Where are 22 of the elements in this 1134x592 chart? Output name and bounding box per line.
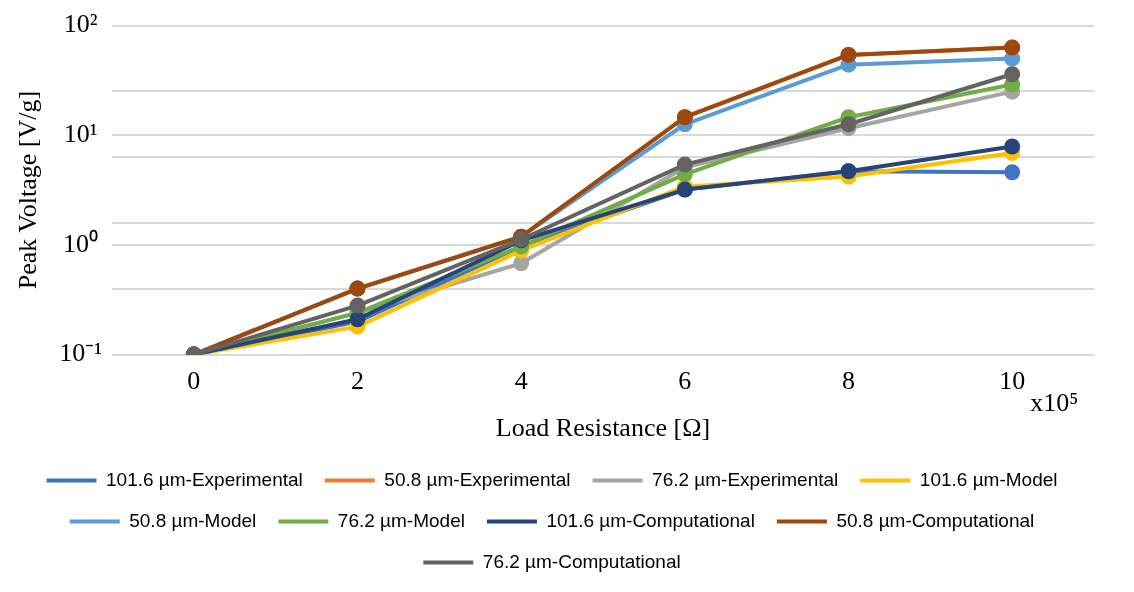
legend-label: 101.6 µm-Experimental — [106, 468, 303, 490]
legend-label: 76.2 µm-Experimental — [652, 468, 839, 490]
legend-label: 76.2 µm-Model — [337, 509, 465, 531]
legend-label: 76.2 µm-Computational — [482, 550, 681, 572]
y-tick-label: 10¹ — [63, 119, 98, 149]
x-axis-title: Load Resistance [Ω] — [495, 413, 711, 443]
x-tick-label: 8 — [842, 366, 855, 396]
legend-label: 50.8 µm-Model — [129, 509, 257, 531]
legend-label: 101.6 µm-Model — [919, 468, 1058, 490]
legend-label: 101.6 µm-Computational — [546, 509, 755, 531]
y-axis-title: Peak Voltage [V/g] — [13, 90, 43, 290]
x-tick-label: 10 — [999, 366, 1026, 396]
legend-label: 50.8 µm-Experimental — [384, 468, 571, 490]
text: x10⁵ — [1030, 387, 1079, 417]
y-tick-label: 10⁰ — [63, 228, 99, 258]
x-tick-label: 6 — [678, 366, 692, 396]
x-tick-label: 0 — [187, 366, 201, 396]
legend-label: 50.8 µm-Computational — [836, 509, 1035, 531]
y-tick-label: 10⁻¹ — [59, 338, 102, 368]
y-tick-label: 10² — [63, 9, 98, 39]
x-tick-label: 4 — [514, 366, 528, 396]
x-tick-label: 2 — [351, 366, 364, 396]
